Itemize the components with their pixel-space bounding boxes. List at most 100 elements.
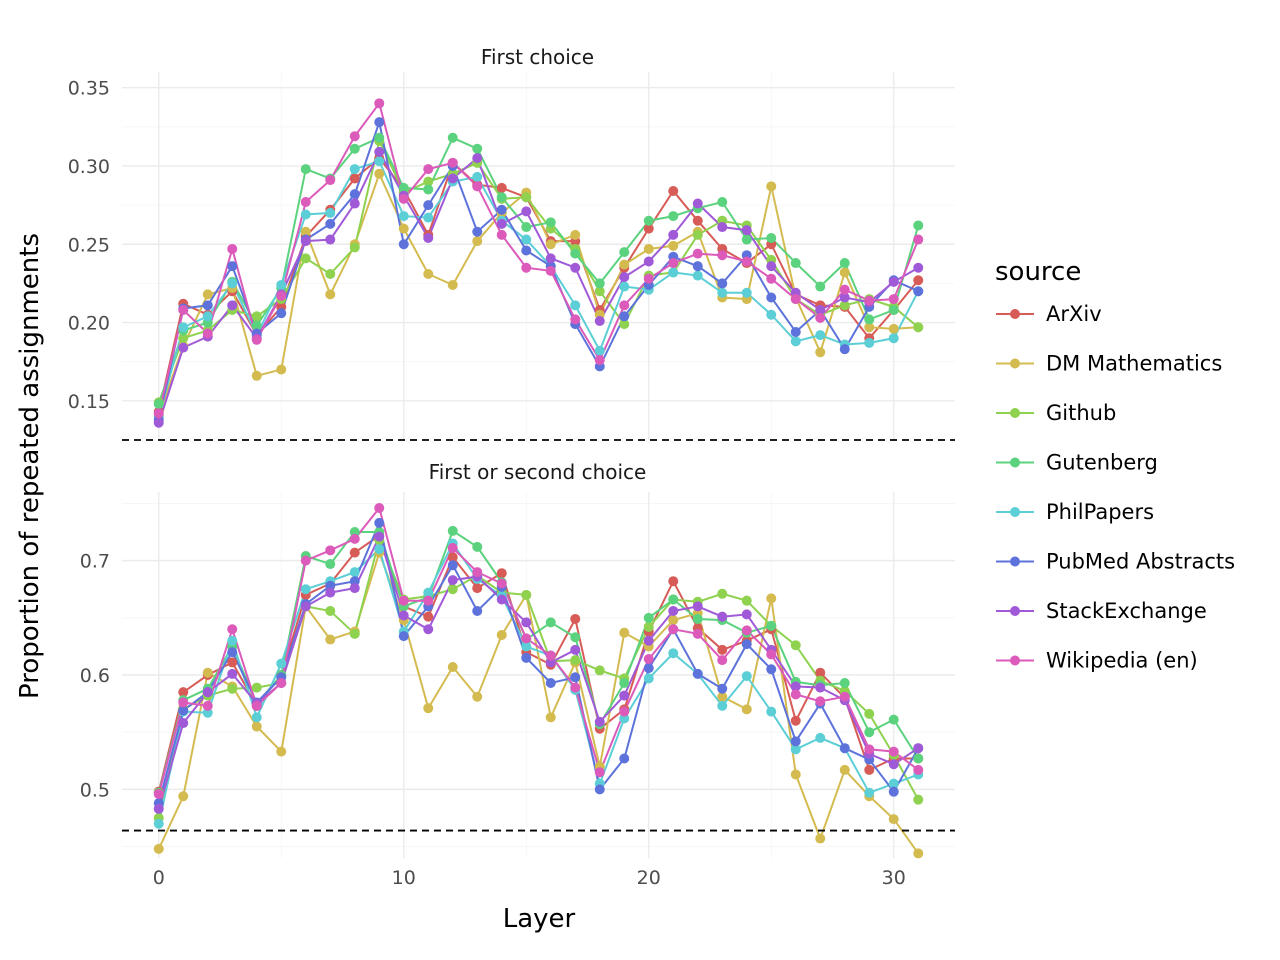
data-point <box>815 732 826 743</box>
data-point <box>668 258 679 269</box>
data-point <box>741 287 752 298</box>
data-point <box>227 647 238 658</box>
data-point <box>300 555 311 566</box>
data-point <box>325 559 336 570</box>
data-point <box>227 278 238 289</box>
data-point <box>766 664 777 675</box>
data-point <box>349 533 360 544</box>
data-point <box>227 668 238 679</box>
data-point <box>398 211 409 222</box>
data-point <box>717 278 728 289</box>
data-point <box>423 269 434 280</box>
data-point <box>619 281 630 292</box>
data-point <box>790 258 801 269</box>
data-point <box>619 678 630 689</box>
data-point <box>864 322 875 333</box>
data-point <box>766 649 777 660</box>
y-tick-label: 0.35 <box>68 78 110 100</box>
data-point <box>766 292 777 303</box>
data-point <box>325 545 336 556</box>
data-point <box>202 328 213 339</box>
data-point <box>570 248 581 259</box>
data-point <box>349 131 360 142</box>
data-point <box>790 326 801 337</box>
data-point <box>545 678 556 689</box>
data-point <box>570 672 581 683</box>
data-point <box>888 714 899 725</box>
data-point <box>766 706 777 717</box>
data-point <box>300 209 311 220</box>
data-point <box>349 143 360 154</box>
data-point <box>619 259 630 270</box>
legend-key-point <box>1010 507 1020 517</box>
data-point <box>496 629 507 640</box>
data-point <box>178 333 189 344</box>
series-line <box>157 171 919 416</box>
panel-2: First or second choice 0.5 0.6 0.7 0 10 20 30 <box>80 460 955 889</box>
data-point <box>496 568 507 579</box>
series-line <box>157 529 920 794</box>
data-point <box>668 229 679 240</box>
data-point <box>251 700 262 711</box>
legend-items: ArXiv DM Mathematics Github Gutenberg PhilPa… <box>996 302 1235 673</box>
data-point <box>913 262 924 273</box>
data-point <box>276 308 287 319</box>
data-point <box>227 635 238 646</box>
legend-label: ArXiv <box>1046 302 1102 326</box>
data-point <box>766 273 777 284</box>
data-point <box>349 527 360 538</box>
data-point <box>447 661 458 672</box>
data-point <box>423 212 434 223</box>
data-point <box>374 146 385 157</box>
data-point <box>692 601 703 612</box>
data-point <box>374 544 385 555</box>
data-point <box>619 272 630 283</box>
data-point <box>521 617 532 628</box>
legend-item: Github <box>996 401 1116 425</box>
data-point <box>521 589 532 600</box>
legend-key-point <box>1010 655 1020 666</box>
data-point <box>374 156 385 167</box>
data-point <box>374 132 385 143</box>
data-point <box>643 653 654 664</box>
data-point <box>349 576 360 587</box>
data-point <box>913 220 924 231</box>
data-point <box>864 787 875 798</box>
data-point <box>349 189 360 200</box>
data-point <box>815 330 826 341</box>
data-point <box>398 182 409 193</box>
data-point <box>839 678 850 689</box>
data-point <box>619 311 630 322</box>
data-point <box>227 243 238 254</box>
data-point <box>521 192 532 203</box>
data-point <box>692 628 703 639</box>
data-point <box>349 164 360 175</box>
data-point <box>864 727 875 738</box>
data-point <box>276 279 287 290</box>
data-point <box>202 707 213 718</box>
data-point <box>913 743 924 754</box>
data-point <box>643 273 654 284</box>
data-point <box>325 605 336 616</box>
data-point <box>153 417 164 428</box>
data-point <box>472 567 483 578</box>
y-tick-label: 0.7 <box>80 551 110 573</box>
data-point <box>741 234 752 245</box>
data-point <box>447 525 458 536</box>
data-point <box>251 311 262 322</box>
data-point <box>717 691 728 702</box>
data-point <box>496 204 507 215</box>
data-point <box>521 652 532 663</box>
data-point <box>594 355 605 366</box>
data-point <box>423 611 434 622</box>
data-point <box>423 176 434 187</box>
data-point <box>447 543 458 554</box>
data-point <box>300 226 311 237</box>
data-point <box>472 236 483 247</box>
data-point <box>888 276 899 287</box>
data-point <box>619 247 630 258</box>
x-tick-label: 10 <box>392 867 416 889</box>
data-point <box>447 173 458 184</box>
data-point <box>202 300 213 311</box>
data-point <box>521 633 532 644</box>
